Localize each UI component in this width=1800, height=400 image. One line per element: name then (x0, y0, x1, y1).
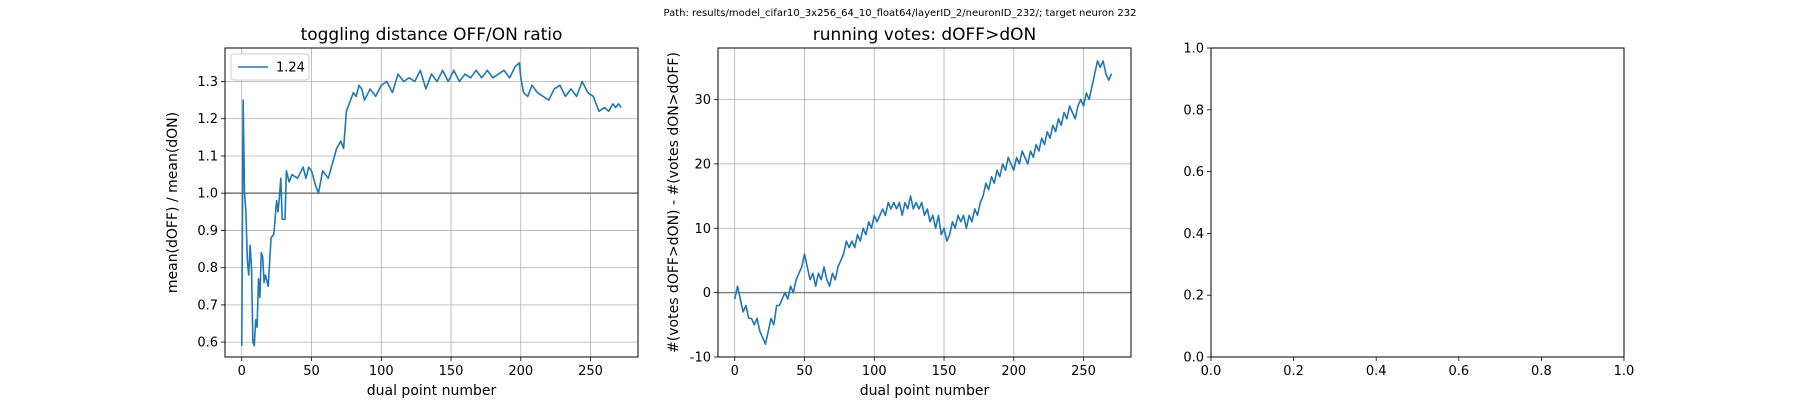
votes-xtick-label-1: 50 (796, 364, 813, 379)
empty-xtick-label-0: 0.0 (1201, 364, 1222, 379)
panel-empty: 0.0 0.2 0.4 0.6 0.8 1.0 0.0 0.2 0.4 0.6 0.8 1.0 (1183, 42, 1634, 380)
ratio-ytick-label-0: 0.6 (197, 336, 218, 351)
empty-ytick-label-4: 0.8 (1183, 103, 1204, 118)
votes-xlabel: dual point number (860, 383, 990, 399)
ratio-legend (230, 53, 310, 81)
votes-ytick-label-2: 10 (694, 222, 711, 237)
ratio-axes-frame (224, 47, 639, 358)
votes-xtick-label-0: 0 (731, 364, 739, 379)
votes-title: running votes: dOFF>dON (813, 25, 1036, 45)
ratio-ytick-label-4: 1.0 (197, 187, 218, 202)
figure-suptitle: Path: results/model_cifar10_3x256_64_10_… (664, 8, 1137, 19)
empty-xtick-label-4: 0.8 (1531, 364, 1552, 379)
ratio-ylabel: mean(dOFF) / mean(dON) (165, 112, 181, 293)
votes-axes-frame (717, 47, 1132, 358)
votes-xtick-label-4: 200 (1001, 364, 1026, 379)
ratio-xtick-label-0: 0 (238, 364, 246, 379)
ratio-xtick-label-3: 150 (439, 364, 464, 379)
empty-ytick-label-3: 0.6 (1183, 165, 1204, 180)
empty-ytick-label-0: 0.0 (1183, 351, 1204, 366)
ratio-xlabel: dual point number (367, 383, 497, 399)
ratio-xtick-label-5: 250 (578, 364, 603, 379)
ratio-series-line-0 (240, 62, 622, 347)
votes-xtick-label-3: 150 (932, 364, 957, 379)
ratio-ytick-label-2: 0.8 (197, 261, 218, 276)
votes-ytick-label-3: 20 (694, 157, 711, 172)
panel-votes: 0 50 100 150 200 250 -10 0 10 20 30 running votes: … (666, 25, 1132, 399)
votes-xtick-label-2: 100 (862, 364, 887, 379)
ratio-ytick-label-5: 1.1 (197, 149, 218, 164)
ratio-xtick-label-2: 100 (369, 364, 394, 379)
ratio-ytick-label-6: 1.2 (197, 112, 218, 127)
votes-ylabel: #(votes dOFF>dON) - #(votes dON>dOFF) (666, 52, 682, 353)
panel-ratio: 0 50 100 150 200 250 0.6 0.7 0.8 0.9 1.0 1.1 1.2 1.3 t… (165, 25, 639, 399)
ratio-xtick-label-1: 50 (303, 364, 320, 379)
ratio-legend-label: 1.24 (276, 61, 305, 76)
ratio-ytick-label-3: 0.9 (197, 224, 218, 239)
votes-ytick-label-1: 0 (703, 286, 711, 301)
empty-ytick-label-1: 0.2 (1183, 289, 1204, 304)
votes-xtick-label-5: 250 (1071, 364, 1096, 379)
votes-ytick-label-4: 30 (694, 93, 711, 108)
ratio-ytick-label-1: 0.7 (197, 298, 218, 313)
votes-ytick-label-0: -10 (690, 351, 711, 366)
empty-ytick-label-5: 1.0 (1183, 42, 1204, 57)
ratio-xtick-label-4: 200 (508, 364, 533, 379)
empty-axes-frame (1210, 47, 1625, 358)
empty-ytick-label-2: 0.4 (1183, 227, 1204, 242)
empty-xtick-label-2: 0.4 (1366, 364, 1387, 379)
votes-series-line-0 (733, 60, 1113, 345)
ratio-title: toggling distance OFF/ON ratio (301, 25, 563, 45)
empty-xtick-label-3: 0.6 (1448, 364, 1469, 379)
ratio-ytick-label-7: 1.3 (197, 75, 218, 90)
empty-xtick-label-1: 0.2 (1283, 364, 1304, 379)
empty-xtick-label-5: 1.0 (1614, 364, 1635, 379)
